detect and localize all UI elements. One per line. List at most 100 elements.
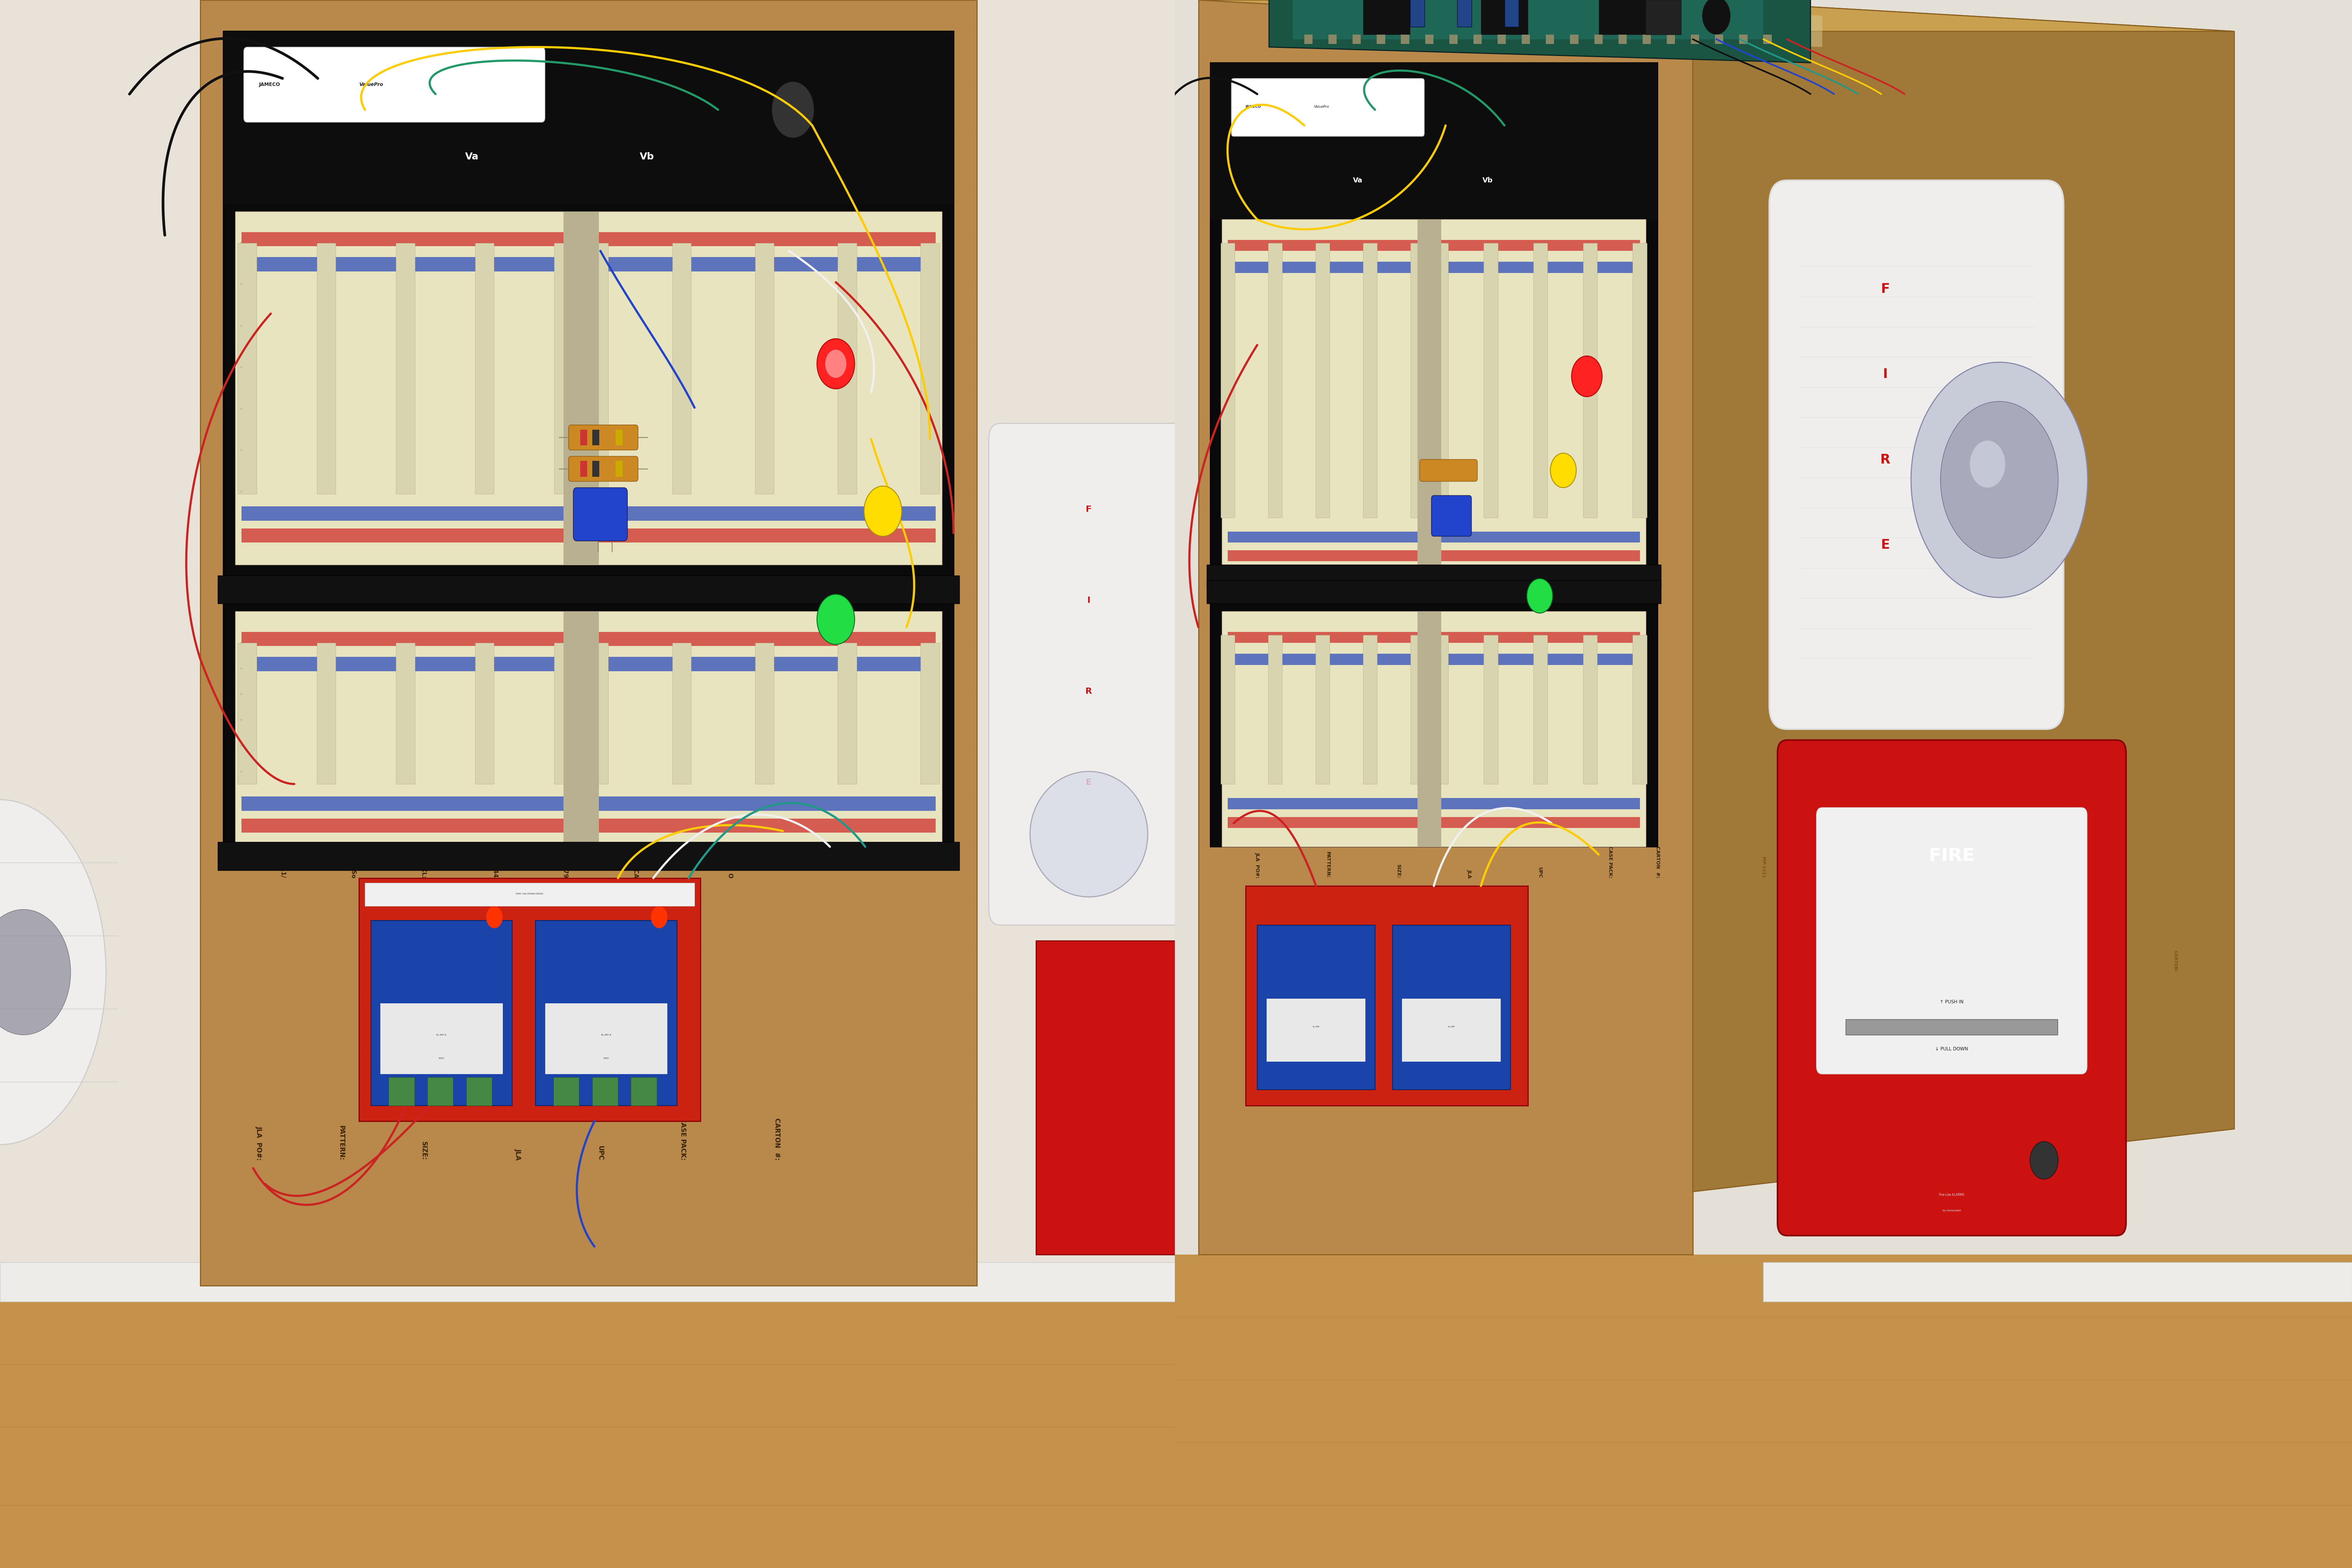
Bar (1392, 925, 1510, 1090)
Text: ValuePro: ValuePro (360, 82, 383, 88)
Text: UPC: UPC (1538, 867, 1543, 878)
FancyBboxPatch shape (988, 423, 1190, 925)
Text: Fire-Lite ALARMS: Fire-Lite ALARMS (1938, 1193, 1964, 1196)
Text: R: R (1087, 688, 1091, 695)
Bar (1305, 34, 1312, 44)
Text: JAMECO: JAMECO (259, 82, 280, 88)
Bar (242, 818, 936, 833)
Bar (1534, 243, 1548, 517)
Bar (1207, 564, 1661, 588)
Bar (1228, 550, 1639, 561)
Bar (1505, 0, 1519, 27)
Bar (1402, 999, 1501, 1062)
Circle shape (487, 906, 503, 928)
Circle shape (1912, 362, 2089, 597)
Bar (546, 1004, 668, 1074)
Text: by Honeywell: by Honeywell (1943, 1209, 1962, 1212)
Bar (0, 1262, 1176, 1301)
Bar (1642, 34, 1651, 44)
Text: 10: 10 (240, 797, 242, 798)
Text: 15: 15 (240, 771, 242, 773)
Text: JAMECO: JAMECO (1247, 105, 1261, 108)
Bar (555, 243, 574, 494)
Bar (388, 1077, 414, 1105)
Bar (837, 243, 856, 494)
Bar (755, 643, 774, 784)
Bar (1618, 34, 1628, 44)
Polygon shape (1693, 0, 2234, 1192)
Bar (1411, 635, 1425, 784)
Text: Va: Va (466, 152, 477, 162)
Bar (318, 243, 336, 494)
Bar (200, 0, 976, 1286)
Text: 30: 30 (240, 325, 242, 326)
Circle shape (0, 909, 71, 1035)
Bar (673, 643, 691, 784)
Text: 30: 30 (240, 693, 242, 695)
Text: O: O (727, 873, 734, 878)
Bar (1294, 0, 1764, 39)
Text: FIRE: FIRE (1929, 847, 1976, 866)
Text: PATTERN:: PATTERN: (339, 1126, 346, 1160)
Bar (1228, 654, 1639, 665)
Polygon shape (1270, 0, 1811, 63)
Bar (1315, 635, 1329, 784)
Circle shape (771, 82, 814, 138)
Polygon shape (1200, 0, 2234, 31)
Text: PATTERN:: PATTERN: (1324, 851, 1331, 878)
Bar (1764, 1262, 2352, 1301)
Bar (318, 643, 336, 784)
Bar (1472, 34, 1482, 44)
Bar (1402, 34, 1409, 44)
Circle shape (1971, 441, 2006, 488)
Text: 5VDC 10A 250VAC/30VDC: 5VDC 10A 250VAC/30VDC (515, 892, 543, 895)
FancyBboxPatch shape (1816, 808, 2086, 1074)
Text: SIZE:: SIZE: (1397, 864, 1402, 878)
Bar (593, 1077, 619, 1105)
Bar (564, 212, 600, 564)
Bar (581, 461, 588, 477)
Circle shape (2030, 1142, 2058, 1179)
Text: Vb: Vb (1482, 177, 1494, 183)
Bar (1207, 580, 1661, 604)
Bar (1484, 635, 1498, 784)
FancyBboxPatch shape (1421, 459, 1477, 481)
Text: FL-3FF: FL-3FF (1312, 1025, 1319, 1029)
Bar (1595, 34, 1602, 44)
Bar (1223, 612, 1646, 847)
Text: I: I (1087, 597, 1091, 604)
FancyBboxPatch shape (1432, 495, 1472, 536)
Bar (235, 212, 941, 564)
Text: JLA  PO#:: JLA PO#: (256, 1126, 263, 1160)
Bar (837, 643, 856, 784)
Bar (1632, 243, 1646, 517)
Text: F: F (1087, 506, 1091, 513)
Bar (242, 257, 936, 271)
Text: 40: 40 (240, 641, 242, 644)
Circle shape (826, 350, 847, 378)
Bar (1498, 34, 1505, 44)
Bar (238, 243, 256, 494)
FancyBboxPatch shape (1232, 78, 1425, 136)
Bar (593, 461, 600, 477)
Text: R: R (1879, 453, 1891, 466)
Text: UPC: UPC (597, 1146, 604, 1160)
Bar (242, 632, 936, 646)
Bar (242, 797, 936, 811)
Bar (1211, 63, 1658, 847)
Text: CASE PACK:: CASE PACK: (680, 1118, 687, 1160)
Text: MP-2411/: MP-2411/ (280, 847, 285, 878)
Bar (242, 657, 936, 671)
Text: CASE PACK:: CASE PACK: (2114, 913, 2119, 941)
Bar (1715, 34, 1724, 44)
Bar (1200, 0, 1693, 1254)
Bar (1411, 243, 1425, 517)
Bar (372, 920, 513, 1105)
Bar (1228, 798, 1639, 809)
Bar (475, 643, 494, 784)
Bar (593, 430, 600, 445)
Text: E: E (1087, 779, 1091, 786)
Bar (242, 506, 936, 521)
Text: 35: 35 (240, 668, 242, 670)
Circle shape (652, 906, 668, 928)
